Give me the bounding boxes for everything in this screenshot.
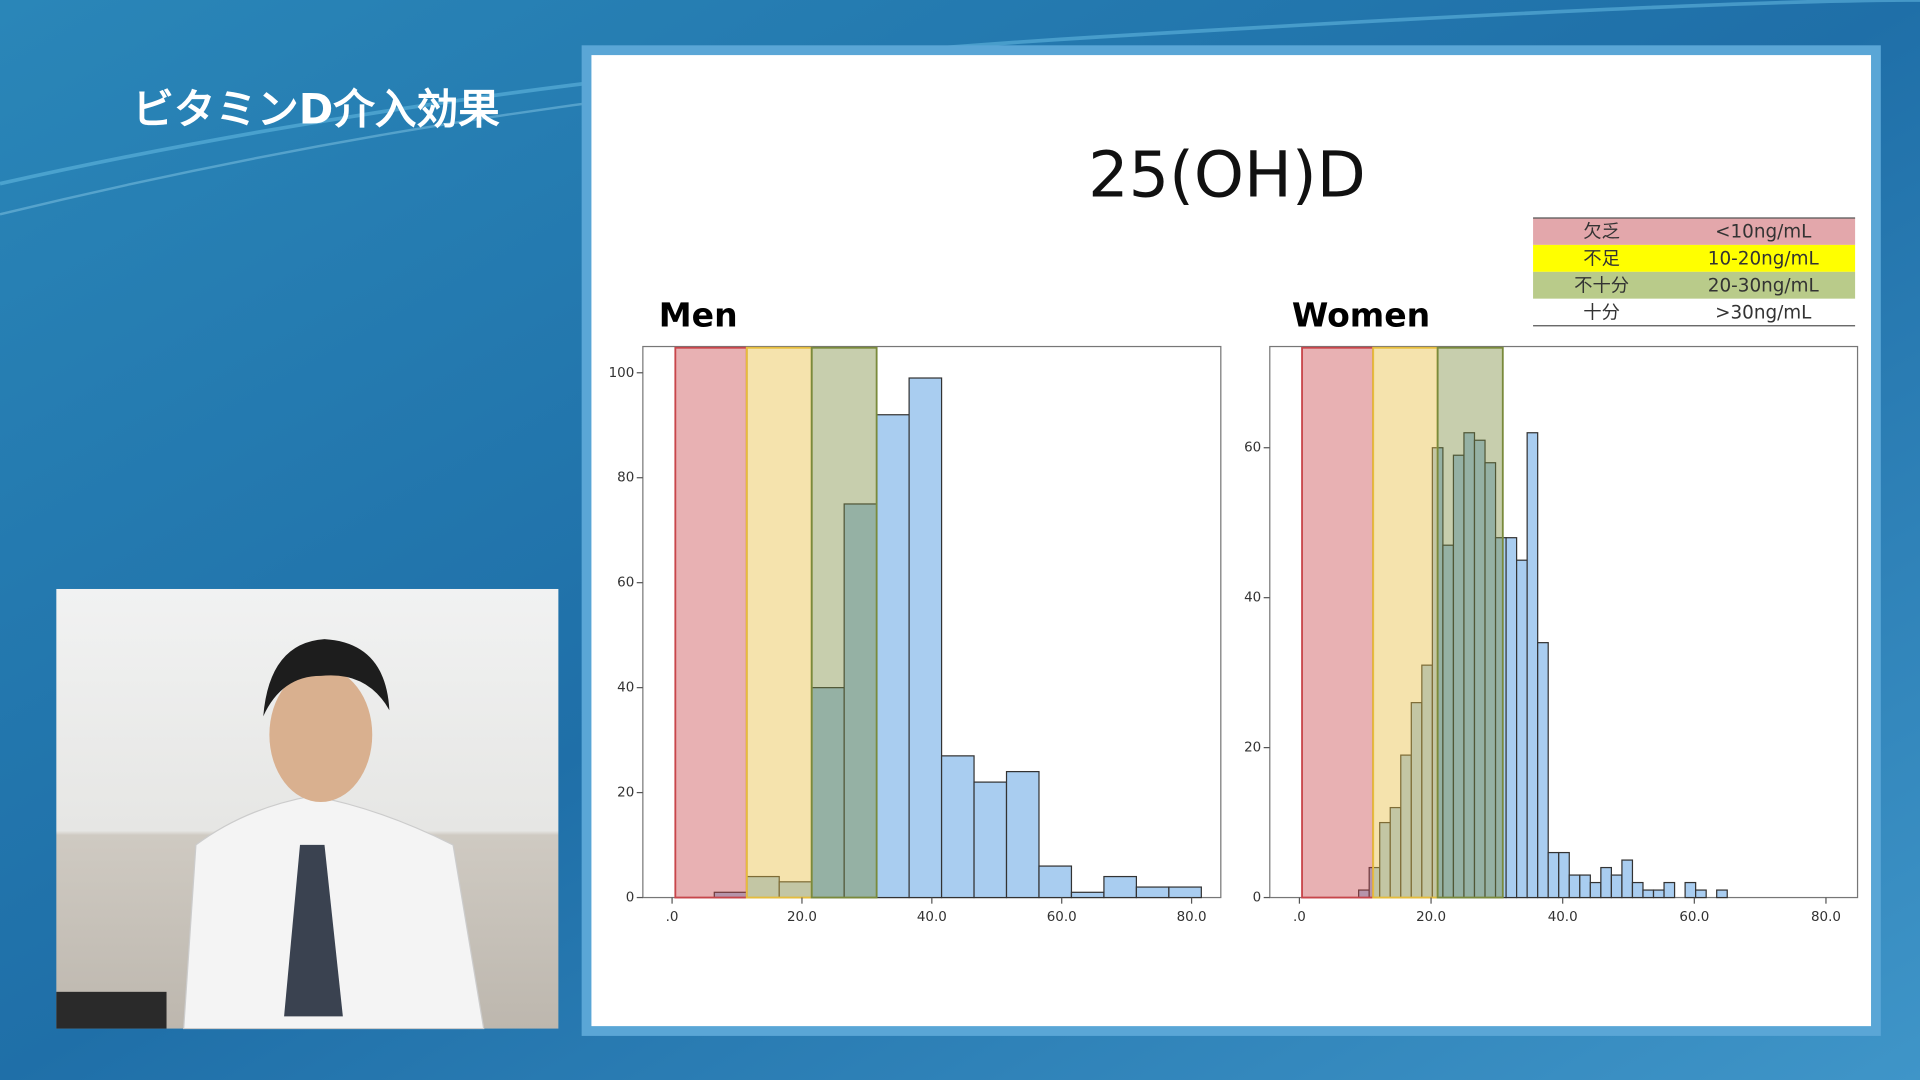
x-tick-label: .0	[666, 910, 679, 925]
legend-row	[1533, 298, 1856, 326]
chart: Men 0 20 40 60 80 100 .0 20.0 40.0 60.0 80.0	[609, 296, 1222, 925]
histogram-bar	[1558, 851, 1570, 899]
range-band	[745, 346, 813, 899]
decor-curve	[0, 0, 1920, 186]
histogram-bar	[1663, 881, 1676, 899]
slide-title: 25(OH)D	[1088, 138, 1366, 212]
histogram-bar	[1610, 874, 1623, 899]
y-tick-label: 0	[626, 891, 635, 906]
histogram-bar	[1642, 889, 1655, 899]
legend-term: 不十分	[1574, 276, 1629, 297]
x-tick-label: .0	[1293, 910, 1306, 925]
histogram-bar	[1652, 889, 1665, 899]
header-title: ビタミンD介入効果	[132, 85, 500, 134]
legend-term: 十分	[1583, 302, 1620, 323]
legend-row	[1533, 217, 1856, 245]
histogram-bar	[1695, 889, 1707, 899]
x-tick-label: 20.0	[787, 910, 817, 925]
chair	[56, 991, 167, 1029]
histogram-bar	[843, 503, 878, 899]
histogram-bar	[1568, 874, 1581, 899]
histogram-bar	[908, 377, 943, 899]
presenter-tie	[284, 844, 343, 1017]
range-band	[1436, 346, 1504, 899]
legend-term: 欠乏	[1583, 222, 1620, 243]
y-tick-label: 100	[609, 366, 635, 381]
legend-row	[1533, 244, 1856, 272]
histogram-bar	[973, 781, 1008, 899]
histogram-bar	[1526, 432, 1539, 899]
range-band	[674, 346, 748, 899]
histogram-bar	[1600, 866, 1613, 899]
histogram-bar	[1547, 851, 1560, 899]
histogram-bar	[1537, 642, 1549, 899]
histogram-bar	[1505, 537, 1518, 899]
histogram-bar	[1135, 886, 1170, 899]
histogram-bar	[1621, 859, 1634, 899]
x-tick-label: 60.0	[1679, 910, 1709, 925]
y-tick-label: 40	[617, 681, 634, 696]
histogram-bar	[1631, 881, 1644, 899]
y-tick-label: 20	[617, 786, 634, 801]
legend-row	[1533, 271, 1856, 299]
histogram-bar	[1579, 874, 1591, 899]
y-tick-label: 40	[1244, 591, 1261, 606]
y-tick-label: 60	[1244, 441, 1261, 456]
x-tick-label: 40.0	[1548, 910, 1578, 925]
legend-table: 欠乏 <10ng/mL 不足 10-20ng/mL 不十分 20-30ng/mL 十分 >30…	[1533, 217, 1856, 327]
y-tick-label: 0	[1253, 891, 1262, 906]
legend-range: <10ng/mL	[1715, 222, 1812, 243]
histogram-bar	[811, 687, 845, 899]
legend-range: >30ng/mL	[1715, 302, 1812, 323]
presenter-video	[56, 588, 559, 1030]
x-tick-label: 80.0	[1811, 910, 1841, 925]
histogram-bar	[1103, 875, 1138, 899]
chart-title: Men	[659, 296, 738, 335]
x-tick-label: 20.0	[1416, 910, 1446, 925]
legend-range: 10-20ng/mL	[1708, 249, 1820, 270]
histogram-bar	[940, 755, 975, 899]
x-tick-label: 80.0	[1177, 910, 1207, 925]
presenter-face	[269, 667, 373, 803]
range-band	[1372, 346, 1439, 899]
histogram-bar	[1038, 865, 1073, 899]
histogram-bar	[1589, 881, 1602, 899]
legend-term: 不足	[1583, 249, 1620, 270]
x-tick-label: 40.0	[917, 910, 947, 925]
histogram-bar	[1005, 770, 1040, 899]
chart-title: Women	[1292, 296, 1430, 335]
histogram-bar	[1168, 886, 1202, 899]
plot-frame	[1269, 345, 1859, 899]
range-band	[810, 346, 878, 899]
y-tick-label: 60	[617, 576, 634, 591]
histogram-bar	[1684, 881, 1697, 899]
y-tick-label: 20	[1244, 741, 1261, 756]
histogram-bar	[1716, 889, 1728, 899]
y-tick-label: 80	[617, 471, 634, 486]
x-tick-label: 60.0	[1047, 910, 1077, 925]
histogram-bar	[1516, 559, 1528, 899]
histogram-bar	[876, 414, 910, 899]
range-band	[1301, 346, 1375, 899]
presenter-hair	[263, 639, 390, 717]
histogram-bar	[1070, 891, 1105, 899]
legend-range: 20-30ng/mL	[1708, 276, 1820, 297]
